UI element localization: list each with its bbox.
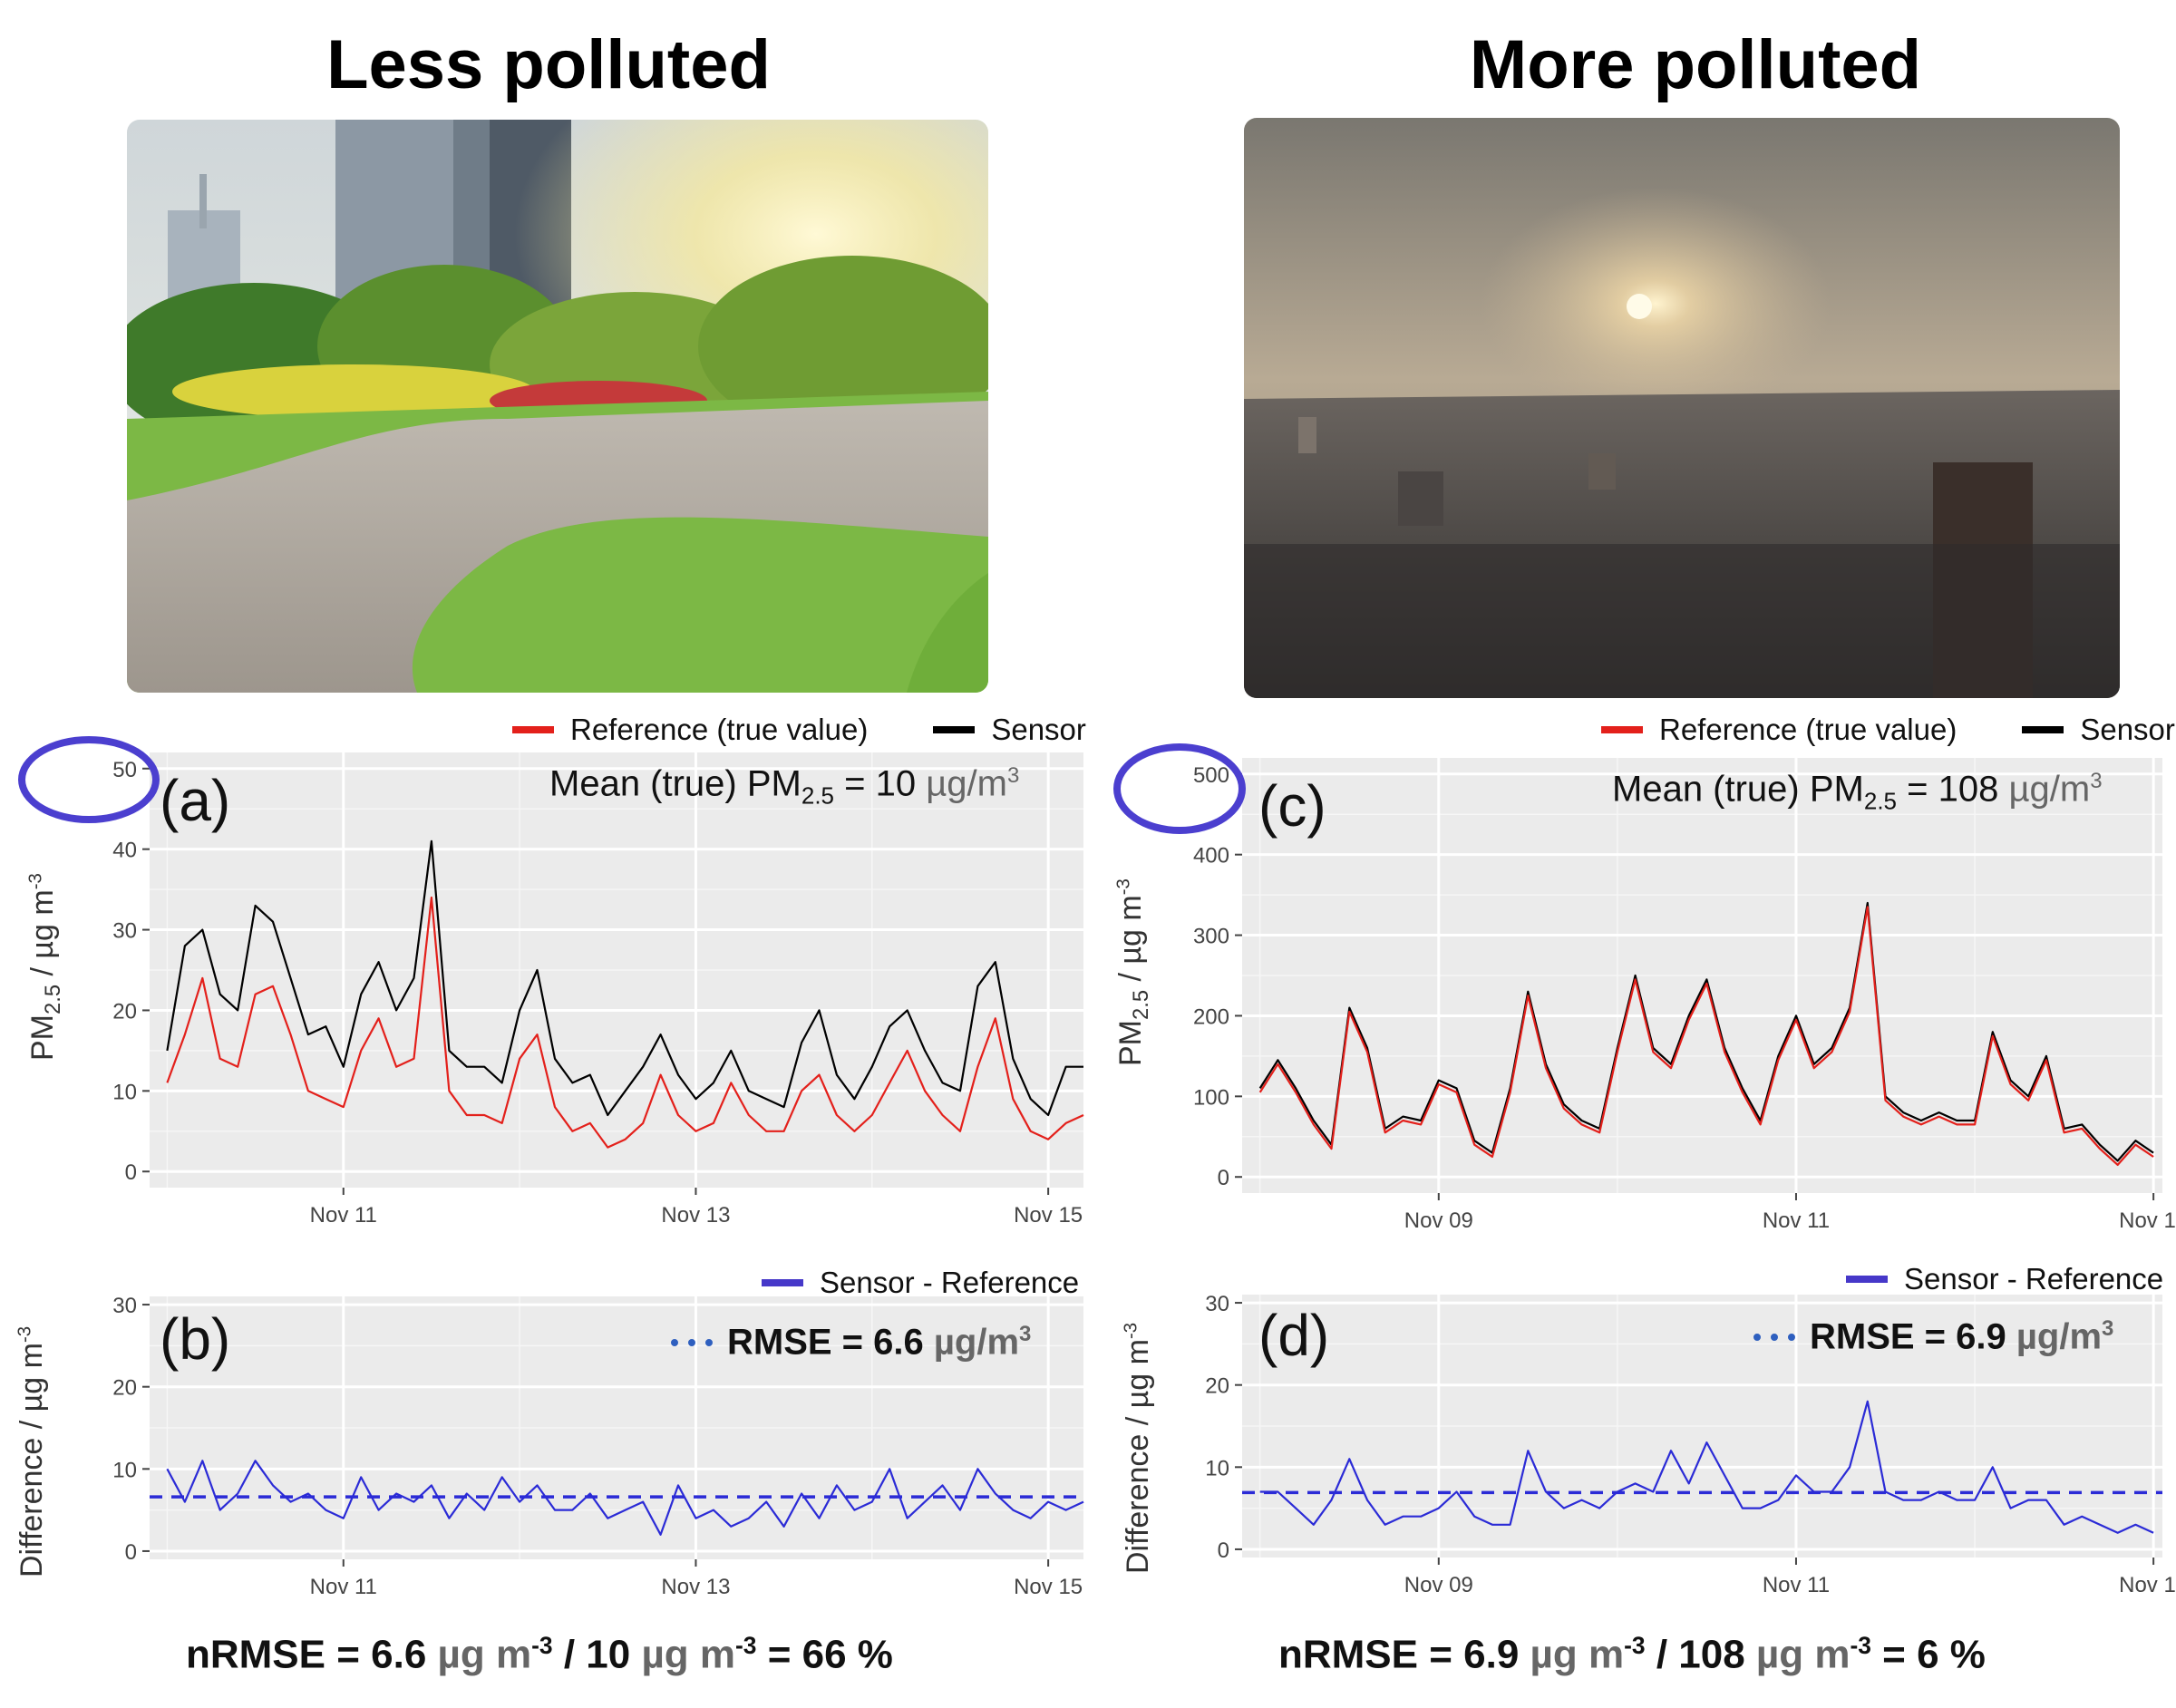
y-tick-label: 30	[1205, 1292, 1229, 1316]
ylabel-a: PM2.5 / µg m-3	[25, 873, 65, 1061]
y-tick-label: 30	[112, 919, 137, 944]
series-line-reference-true-value-	[166, 896, 1084, 1149]
series-line-sensor-reference	[166, 1460, 1084, 1536]
rmse-swatch	[1753, 1333, 1795, 1341]
legend-top-left: Reference (true value) Sensor	[512, 713, 1086, 747]
x-tick-label: Nov 15	[1014, 1203, 1083, 1228]
ylabel-b: Difference / µg m-3	[15, 1325, 49, 1577]
x-tick-label: Nov 11	[310, 1203, 377, 1228]
y-tick-label: 20	[1205, 1374, 1229, 1399]
legend-difference-label: Sensor - Reference	[820, 1266, 1080, 1299]
y-tick-label: 40	[112, 839, 137, 863]
sensor-swatch	[933, 726, 976, 733]
y-tick-label: 0	[1218, 1538, 1229, 1563]
legend-reference-label: Reference (true value)	[1659, 713, 1957, 746]
x-tick-label: Nov 13	[2119, 1208, 2176, 1233]
y-tick-label: 10	[112, 1458, 137, 1482]
rmse-stat-b: RMSE = 6.6 µg/m3	[671, 1322, 1031, 1363]
legend-difference-label: Sensor - Reference	[1904, 1262, 2164, 1296]
highlight-circle-c	[1113, 743, 1246, 834]
x-tick-label: Nov 09	[1404, 1208, 1473, 1233]
x-tick-label: Nov 13	[661, 1575, 730, 1599]
chart-b: 0 10 20 30 Nov 11 Nov 13 Nov 15	[63, 1294, 1088, 1659]
chart-svg-b: 0 10 20 30 Nov 11 Nov 13 Nov 15	[112, 1294, 1084, 1599]
left-title: Less polluted	[326, 26, 771, 103]
nrmse-left: nRMSE = 6.6 µg m-3 / 10 µg m-3 = 66 %	[186, 1632, 893, 1677]
x-tick-label: Nov 09	[1404, 1573, 1473, 1597]
difference-swatch	[1846, 1276, 1888, 1283]
x-tick-label: Nov 13	[2119, 1573, 2176, 1597]
y-tick-label: 20	[112, 999, 137, 1024]
panel-label-d: (d)	[1258, 1303, 1330, 1368]
y-tick-label: 0	[1218, 1166, 1229, 1190]
ylabel-c: PM2.5 / µg m-3	[1113, 878, 1153, 1066]
y-tick-label: 10	[1205, 1456, 1229, 1480]
legend-sensor-label: Sensor	[991, 713, 1086, 746]
y-tick-label: 0	[125, 1540, 137, 1565]
x-tick-label: Nov 11	[1763, 1208, 1830, 1233]
y-tick-label: 200	[1193, 1004, 1229, 1029]
rmse-stat-d: RMSE = 6.9 µg/m3	[1753, 1316, 2113, 1357]
right-title: More polluted	[1469, 26, 1922, 103]
x-tick-label: Nov 15	[1014, 1575, 1083, 1599]
more-polluted-photo	[1244, 118, 2120, 698]
chart-d: 0 10 20 30 Nov 09 Nov 11 Nov 13	[1151, 1292, 2176, 1657]
rmse-swatch	[671, 1338, 713, 1346]
y-tick-label: 0	[125, 1160, 137, 1185]
highlight-circle-a	[18, 736, 160, 823]
legend-sensor-label: Sensor	[2080, 713, 2175, 746]
sensor-swatch	[2022, 726, 2064, 733]
legend-top-right: Reference (true value) Sensor	[1601, 713, 2175, 747]
panel-label-b: (b)	[160, 1306, 231, 1372]
x-tick-label: Nov 11	[1763, 1573, 1830, 1597]
y-tick-label: 400	[1193, 844, 1229, 869]
series-line-reference-true-value-	[1258, 906, 2154, 1166]
legend-reference-label: Reference (true value)	[570, 713, 869, 746]
reference-swatch	[1601, 726, 1643, 733]
series-line-sensor	[166, 839, 1083, 1117]
legend-diff-left: Sensor - Reference	[762, 1266, 1079, 1300]
y-tick-label: 300	[1193, 925, 1229, 949]
mean-stat-c: Mean (true) PM2.5 = 108 µg/m3	[1612, 769, 2103, 815]
legend-diff-right: Sensor - Reference	[1846, 1262, 2163, 1296]
panel-label-c: (c)	[1258, 773, 1326, 839]
y-tick-label: 30	[112, 1294, 137, 1318]
ylabel-d: Difference / µg m-3	[1121, 1322, 1155, 1574]
mean-stat-a: Mean (true) PM2.5 = 10 µg/m3	[549, 763, 1020, 810]
less-polluted-photo	[127, 120, 988, 693]
y-tick-label: 20	[112, 1376, 137, 1401]
difference-swatch	[762, 1279, 803, 1286]
panel-label-a: (a)	[160, 768, 231, 833]
chart-a: 0 10 20 30 40 50 Nov 11 Nov 13 Nov 15	[63, 752, 1088, 1251]
series-line-sensor	[1258, 901, 2154, 1162]
y-tick-label: 100	[1193, 1085, 1229, 1110]
chart-svg-d: 0 10 20 30 Nov 09 Nov 11 Nov 13	[1205, 1292, 2176, 1597]
y-tick-label: 10	[112, 1080, 137, 1104]
x-tick-label: Nov 11	[310, 1575, 377, 1599]
reference-swatch	[512, 726, 554, 733]
series-line-sensor-reference	[1259, 1400, 2154, 1534]
x-tick-label: Nov 13	[661, 1203, 730, 1228]
nrmse-right: nRMSE = 6.9 µg m-3 / 108 µg m-3 = 6 %	[1278, 1632, 1986, 1677]
